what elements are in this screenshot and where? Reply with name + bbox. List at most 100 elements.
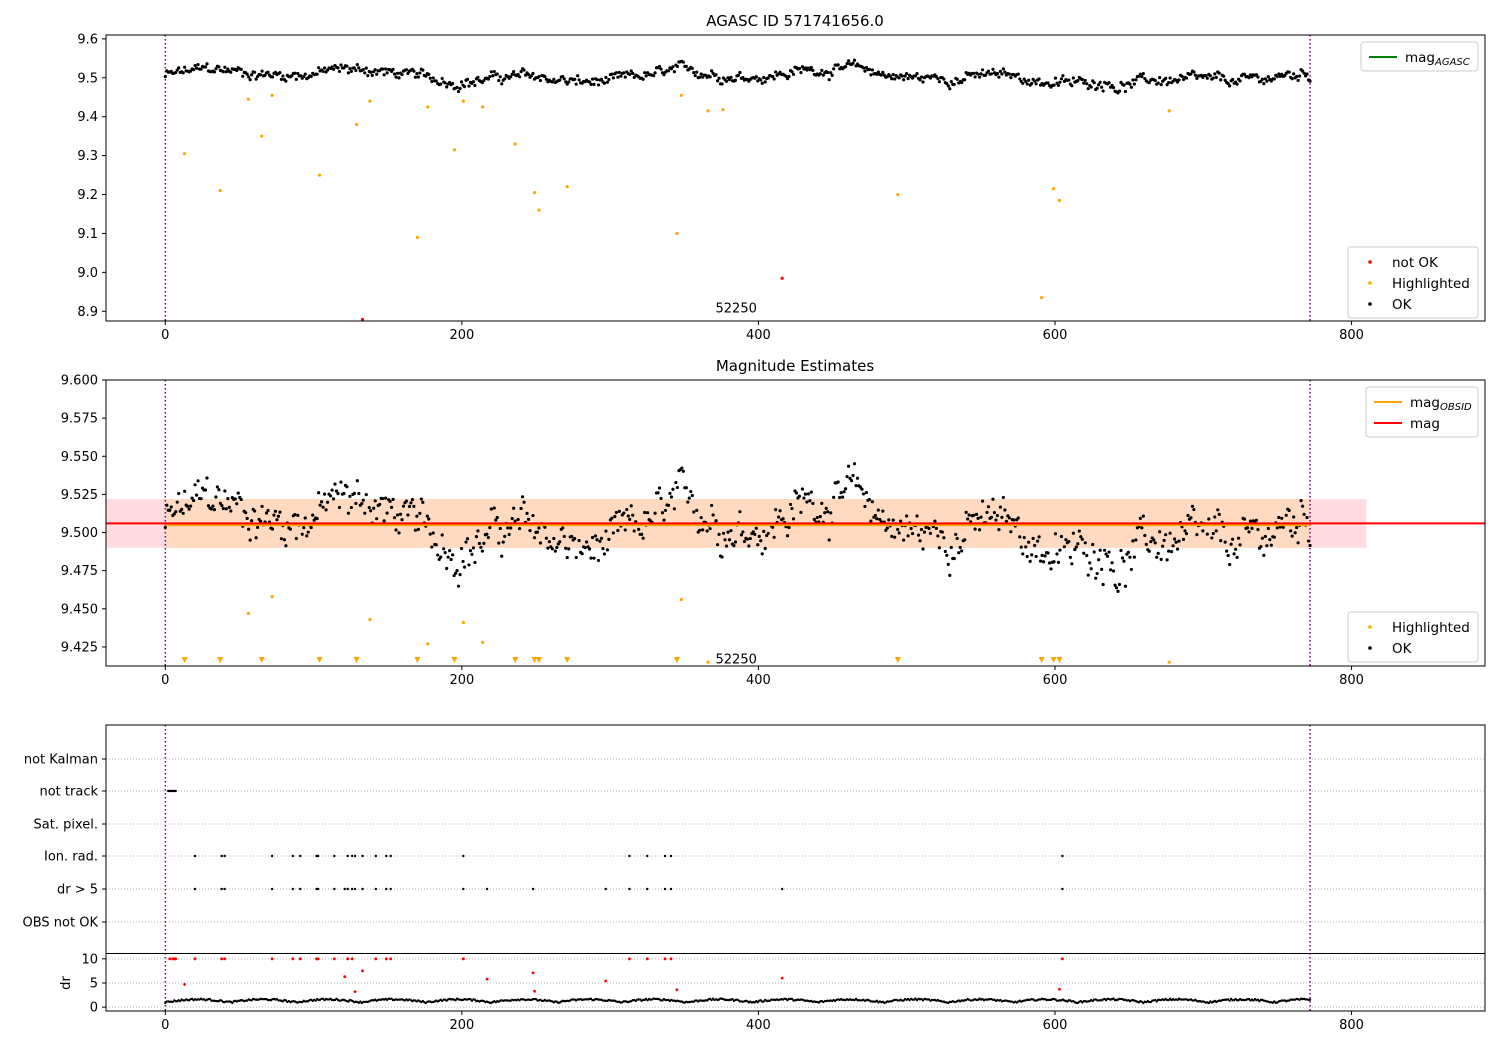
ok-point — [476, 529, 480, 533]
ok-point — [509, 526, 513, 530]
ok-point — [1263, 77, 1267, 81]
ok-point — [1205, 76, 1209, 80]
ok-point — [244, 511, 248, 515]
ok-point — [695, 70, 699, 74]
ok-point — [1266, 75, 1270, 79]
ok-point — [175, 500, 179, 504]
ok-point — [587, 547, 592, 551]
ok-point — [296, 513, 300, 517]
ok-point — [861, 66, 866, 70]
ok-point — [193, 483, 197, 487]
ok-point — [345, 485, 349, 489]
highlighted-point — [679, 598, 683, 602]
ok-point — [1275, 75, 1279, 79]
y-tick-label: 9.4 — [77, 110, 98, 125]
ok-point — [253, 70, 257, 74]
dr-ok-point — [1155, 1000, 1158, 1003]
ok-point — [203, 65, 208, 69]
ok-point — [860, 487, 864, 491]
ok-point — [543, 525, 547, 529]
ok-point — [556, 542, 560, 546]
ok-point — [1235, 555, 1239, 559]
dr-flagged-point — [332, 957, 336, 961]
ok-point — [596, 83, 601, 87]
ok-point — [1184, 532, 1189, 536]
ok-point — [843, 65, 848, 69]
ok-point — [193, 64, 197, 68]
highlighted-point — [317, 173, 322, 177]
ok-point — [945, 82, 949, 86]
dr-ok-point — [454, 999, 457, 1002]
ok-point — [1235, 82, 1239, 86]
ok-point — [897, 531, 901, 535]
ok-point — [229, 70, 233, 74]
ok-point — [1086, 87, 1090, 91]
ok-point — [669, 495, 674, 499]
dr-flagged-point — [628, 957, 631, 961]
ok-point — [902, 538, 906, 542]
ok-point — [476, 75, 480, 79]
ok-point — [391, 497, 395, 501]
ok-point — [1033, 543, 1037, 548]
offscale-highlight-marker — [894, 657, 901, 663]
ok-point — [1074, 545, 1078, 549]
y-tick-label: 9.425 — [61, 640, 98, 655]
ok-point — [1097, 83, 1101, 87]
flag-point — [270, 854, 274, 858]
flag-point — [193, 854, 197, 858]
ok-point — [1247, 530, 1251, 534]
dr-flagged-point — [384, 957, 388, 961]
ok-point — [1164, 76, 1168, 80]
ok-point — [1022, 77, 1026, 81]
offscale-highlight-marker — [535, 657, 542, 663]
flag-point — [628, 887, 631, 891]
dr-ok-point — [208, 997, 212, 1001]
ok-point — [602, 81, 607, 85]
ok-point — [364, 492, 368, 497]
legend-label: OK — [1392, 297, 1413, 313]
flag-point — [220, 887, 223, 891]
ok-point — [663, 508, 668, 513]
ok-point — [528, 528, 532, 533]
ok-point — [467, 84, 471, 88]
ok-point — [657, 64, 662, 69]
ok-point — [354, 68, 358, 72]
ok-point — [419, 497, 423, 501]
ok-point — [381, 496, 385, 501]
ok-point — [891, 518, 895, 522]
top-panel-legend-points: not OK Highlighted OK — [1347, 246, 1479, 319]
ok-point — [980, 499, 985, 503]
top-panel-data — [163, 35, 1312, 322]
ok-point — [1143, 76, 1147, 81]
ok-point — [1140, 526, 1144, 530]
ok-point — [809, 65, 813, 70]
ok-point — [595, 78, 599, 82]
ok-point — [1171, 544, 1175, 548]
ok-point — [564, 80, 568, 84]
y-tick-label: 9.6 — [77, 32, 98, 47]
ok-point — [570, 534, 574, 539]
ok-point — [842, 490, 846, 494]
ok-point — [266, 70, 270, 74]
ok-point — [909, 526, 913, 531]
ok-point — [1217, 512, 1221, 517]
ok-point — [494, 518, 498, 522]
ok-point — [672, 70, 677, 74]
ok-point — [629, 504, 633, 508]
ok-point — [1073, 547, 1077, 552]
ok-point — [455, 85, 459, 90]
ok-point — [705, 529, 709, 533]
ok-point — [607, 77, 611, 82]
ok-point — [721, 531, 726, 535]
dr-y-tick-label: 10 — [81, 952, 98, 967]
ok-point — [659, 67, 663, 71]
ok-point — [1033, 79, 1037, 83]
ok-point — [1302, 71, 1306, 75]
ok-point — [459, 546, 464, 551]
ok-point — [1167, 80, 1171, 85]
ok-point — [748, 536, 752, 541]
ok-point — [699, 516, 703, 520]
ok-point — [449, 557, 453, 562]
ok-point — [763, 546, 767, 551]
ok-point — [1111, 569, 1116, 573]
